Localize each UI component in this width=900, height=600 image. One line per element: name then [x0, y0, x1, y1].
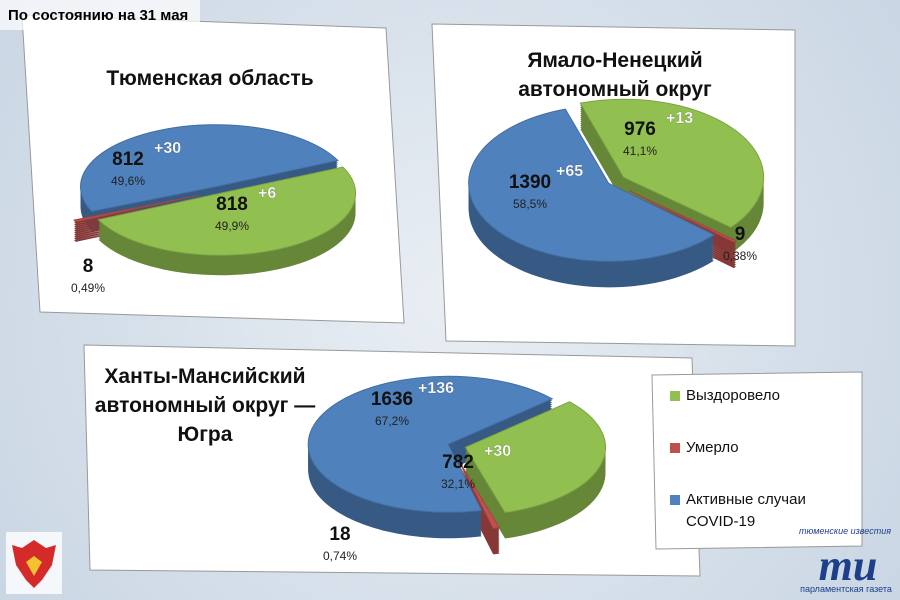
- legend-item: Активные случаи COVID-19: [670, 489, 855, 533]
- slice: [459, 462, 501, 529]
- slice: [579, 98, 765, 228]
- slice-side: [74, 197, 198, 224]
- slice: [307, 375, 554, 513]
- value-label: 9: [735, 224, 746, 245]
- value-label: 818: [216, 194, 248, 215]
- value-label: 782: [442, 452, 474, 473]
- slice: [464, 401, 606, 514]
- increment-label: +13: [666, 110, 693, 127]
- percent-label: 0,38%: [723, 249, 757, 263]
- pie: 818 49,9% +6 8 0,49% 812 49,6% +30: [71, 124, 357, 295]
- increment-label: +65: [556, 163, 583, 180]
- value-label: 976: [624, 119, 656, 140]
- slice: [468, 108, 715, 262]
- pie: 782 32,1% +30 18 0,74% 1636 67,2% +136: [307, 375, 606, 563]
- legend-swatch: [670, 495, 680, 505]
- legend-swatch: [670, 391, 680, 401]
- legend-swatch: [670, 443, 680, 453]
- value-label: 812: [112, 149, 144, 170]
- emblem: [6, 532, 62, 594]
- percent-label: 49,9%: [215, 219, 249, 233]
- legend: Выздоровело Умерло Активные случаи COVID-1…: [670, 385, 855, 563]
- percent-label: 58,5%: [513, 197, 547, 211]
- chart-title: Тюменская область: [106, 67, 314, 90]
- legend-label: Умерло: [686, 439, 739, 456]
- increment-label: +6: [258, 185, 276, 202]
- value-label: 1390: [509, 172, 551, 193]
- value-label: 18: [329, 524, 350, 545]
- percent-label: 49,6%: [111, 174, 145, 188]
- increment-label: +30: [154, 140, 181, 157]
- header-bg: [0, 0, 200, 30]
- slice: [80, 124, 339, 212]
- slice: [73, 194, 199, 223]
- legend-item: Умерло: [670, 437, 855, 459]
- logo-bottom: парламентская газета: [800, 584, 892, 594]
- slice: [97, 166, 357, 256]
- percent-label: 0,49%: [71, 281, 105, 295]
- logo-mark: ти: [819, 541, 878, 590]
- chart-title: Ямало-Ненецкий автономный округ: [518, 49, 712, 101]
- percent-label: 41,1%: [623, 144, 657, 158]
- value-label: 1636: [371, 389, 413, 410]
- legend-panel: [651, 371, 863, 550]
- pie: 976 41,1% +13 9 0,38% 1390 58,5% +65: [468, 98, 765, 288]
- increment-label: +30: [484, 443, 511, 460]
- slice-side: [628, 192, 737, 245]
- legend-label: Выздоровело: [686, 387, 781, 404]
- legend-label: Активные случаи COVID-19: [686, 491, 806, 530]
- slice: [628, 190, 738, 243]
- increment-label: +136: [418, 380, 454, 397]
- value-label: 8: [83, 256, 94, 277]
- logo-top: тюменские известия: [799, 526, 891, 536]
- legend-item: Выздоровело: [670, 385, 855, 407]
- header: По состоянию на 31 мая: [8, 7, 188, 24]
- chart-title: Ханты-Мансийский автономный округ — Югра: [94, 365, 316, 446]
- percent-label: 67,2%: [375, 414, 409, 428]
- percent-label: 32,1%: [441, 477, 475, 491]
- percent-label: 0,74%: [323, 549, 357, 563]
